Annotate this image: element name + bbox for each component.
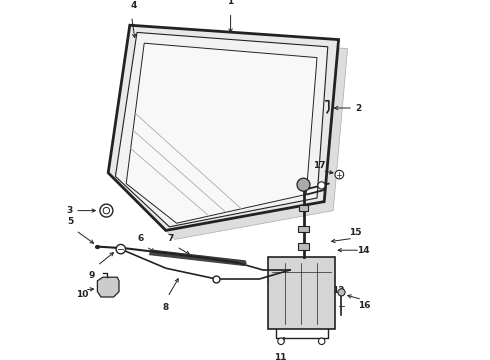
Text: 13: 13 <box>266 275 278 284</box>
Text: 4: 4 <box>130 1 137 10</box>
FancyBboxPatch shape <box>299 205 308 211</box>
Polygon shape <box>108 25 339 230</box>
Text: 14: 14 <box>357 246 369 255</box>
Circle shape <box>318 182 325 189</box>
Circle shape <box>318 338 325 345</box>
Text: 17: 17 <box>314 161 326 170</box>
Text: 7: 7 <box>168 234 174 243</box>
FancyBboxPatch shape <box>269 257 335 329</box>
Text: 5: 5 <box>67 217 73 226</box>
Polygon shape <box>98 277 119 297</box>
FancyBboxPatch shape <box>298 243 309 250</box>
Text: 11: 11 <box>274 353 287 360</box>
Text: 1: 1 <box>227 0 234 6</box>
Polygon shape <box>117 34 347 239</box>
Text: 15: 15 <box>349 228 362 237</box>
Circle shape <box>116 244 125 254</box>
Text: 10: 10 <box>76 291 88 300</box>
Text: 6: 6 <box>137 234 143 243</box>
Text: 9: 9 <box>88 271 95 280</box>
Circle shape <box>103 207 110 214</box>
Circle shape <box>338 289 345 296</box>
Polygon shape <box>151 250 246 264</box>
Text: 3: 3 <box>66 206 73 215</box>
Polygon shape <box>126 43 317 223</box>
Polygon shape <box>116 32 328 227</box>
Text: 8: 8 <box>162 303 169 312</box>
Text: 2: 2 <box>356 104 362 112</box>
Circle shape <box>297 178 310 191</box>
Text: 16: 16 <box>359 301 371 310</box>
Circle shape <box>335 170 343 179</box>
Text: 12: 12 <box>332 286 345 295</box>
FancyBboxPatch shape <box>298 226 309 232</box>
Polygon shape <box>149 251 245 265</box>
Circle shape <box>278 338 284 345</box>
Circle shape <box>100 204 113 217</box>
